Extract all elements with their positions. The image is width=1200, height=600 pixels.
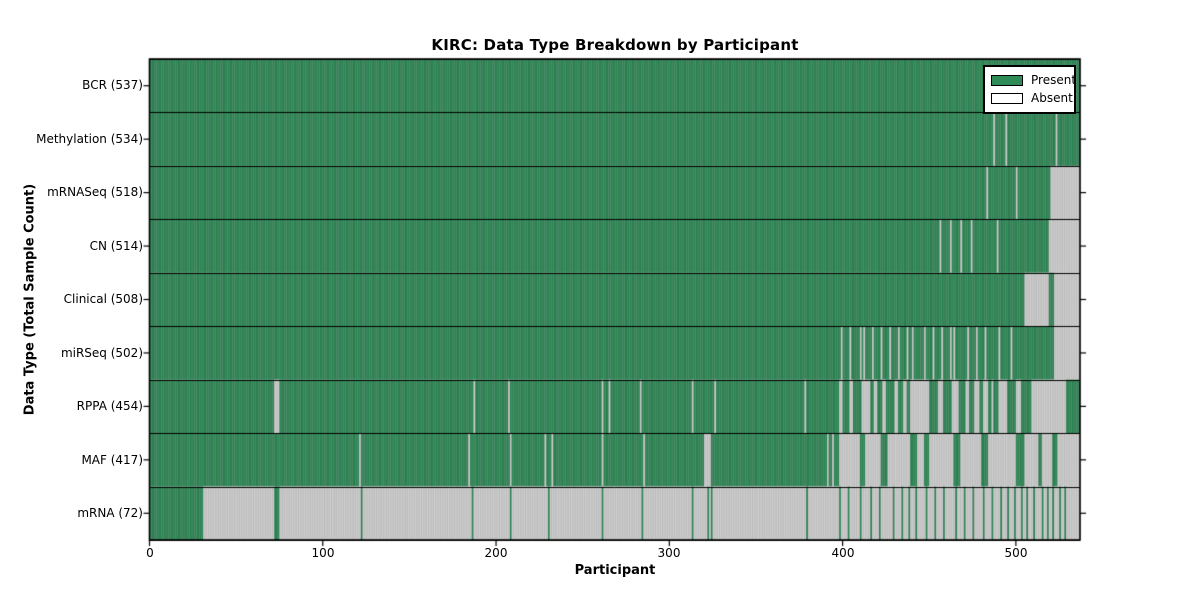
y-tick-label-bcr: BCR (537) xyxy=(82,78,143,92)
y-tick-label-mrna: mRNA (72) xyxy=(77,506,143,520)
legend-label-absent: Absent xyxy=(1031,91,1073,105)
legend-item-present: Present xyxy=(991,71,1076,89)
y-tick-label-maf: MAF (417) xyxy=(81,453,143,467)
y-tick-label-mrnaseq: mRNASeq (518) xyxy=(47,185,143,199)
x-tick-label-400: 400 xyxy=(831,546,855,560)
y-tick-label-rppa: RPPA (454) xyxy=(76,399,143,413)
y-tick-label-clinical: Clinical (508) xyxy=(63,292,143,306)
y-tick-label-methylation: Methylation (534) xyxy=(36,132,143,146)
x-tick-label-0: 0 xyxy=(146,546,154,560)
legend-swatch-absent-icon xyxy=(991,92,1023,104)
chart-title: KIRC: Data Type Breakdown by Participant xyxy=(431,36,799,54)
x-axis-label: Participant xyxy=(574,563,656,578)
legend-swatch-present-icon xyxy=(991,74,1023,86)
legend: Present Absent xyxy=(983,65,1076,114)
legend-label-present: Present xyxy=(1031,73,1077,87)
x-tick-label-300: 300 xyxy=(657,546,681,560)
x-tick-label-500: 500 xyxy=(1004,546,1028,560)
y-tick-label-mirseq: miRSeq (502) xyxy=(60,346,143,360)
x-tick-label-200: 200 xyxy=(484,546,508,560)
y-tick-label-cn: CN (514) xyxy=(89,239,143,253)
legend-item-absent: Absent xyxy=(991,89,1073,107)
x-tick-label-100: 100 xyxy=(311,546,335,560)
